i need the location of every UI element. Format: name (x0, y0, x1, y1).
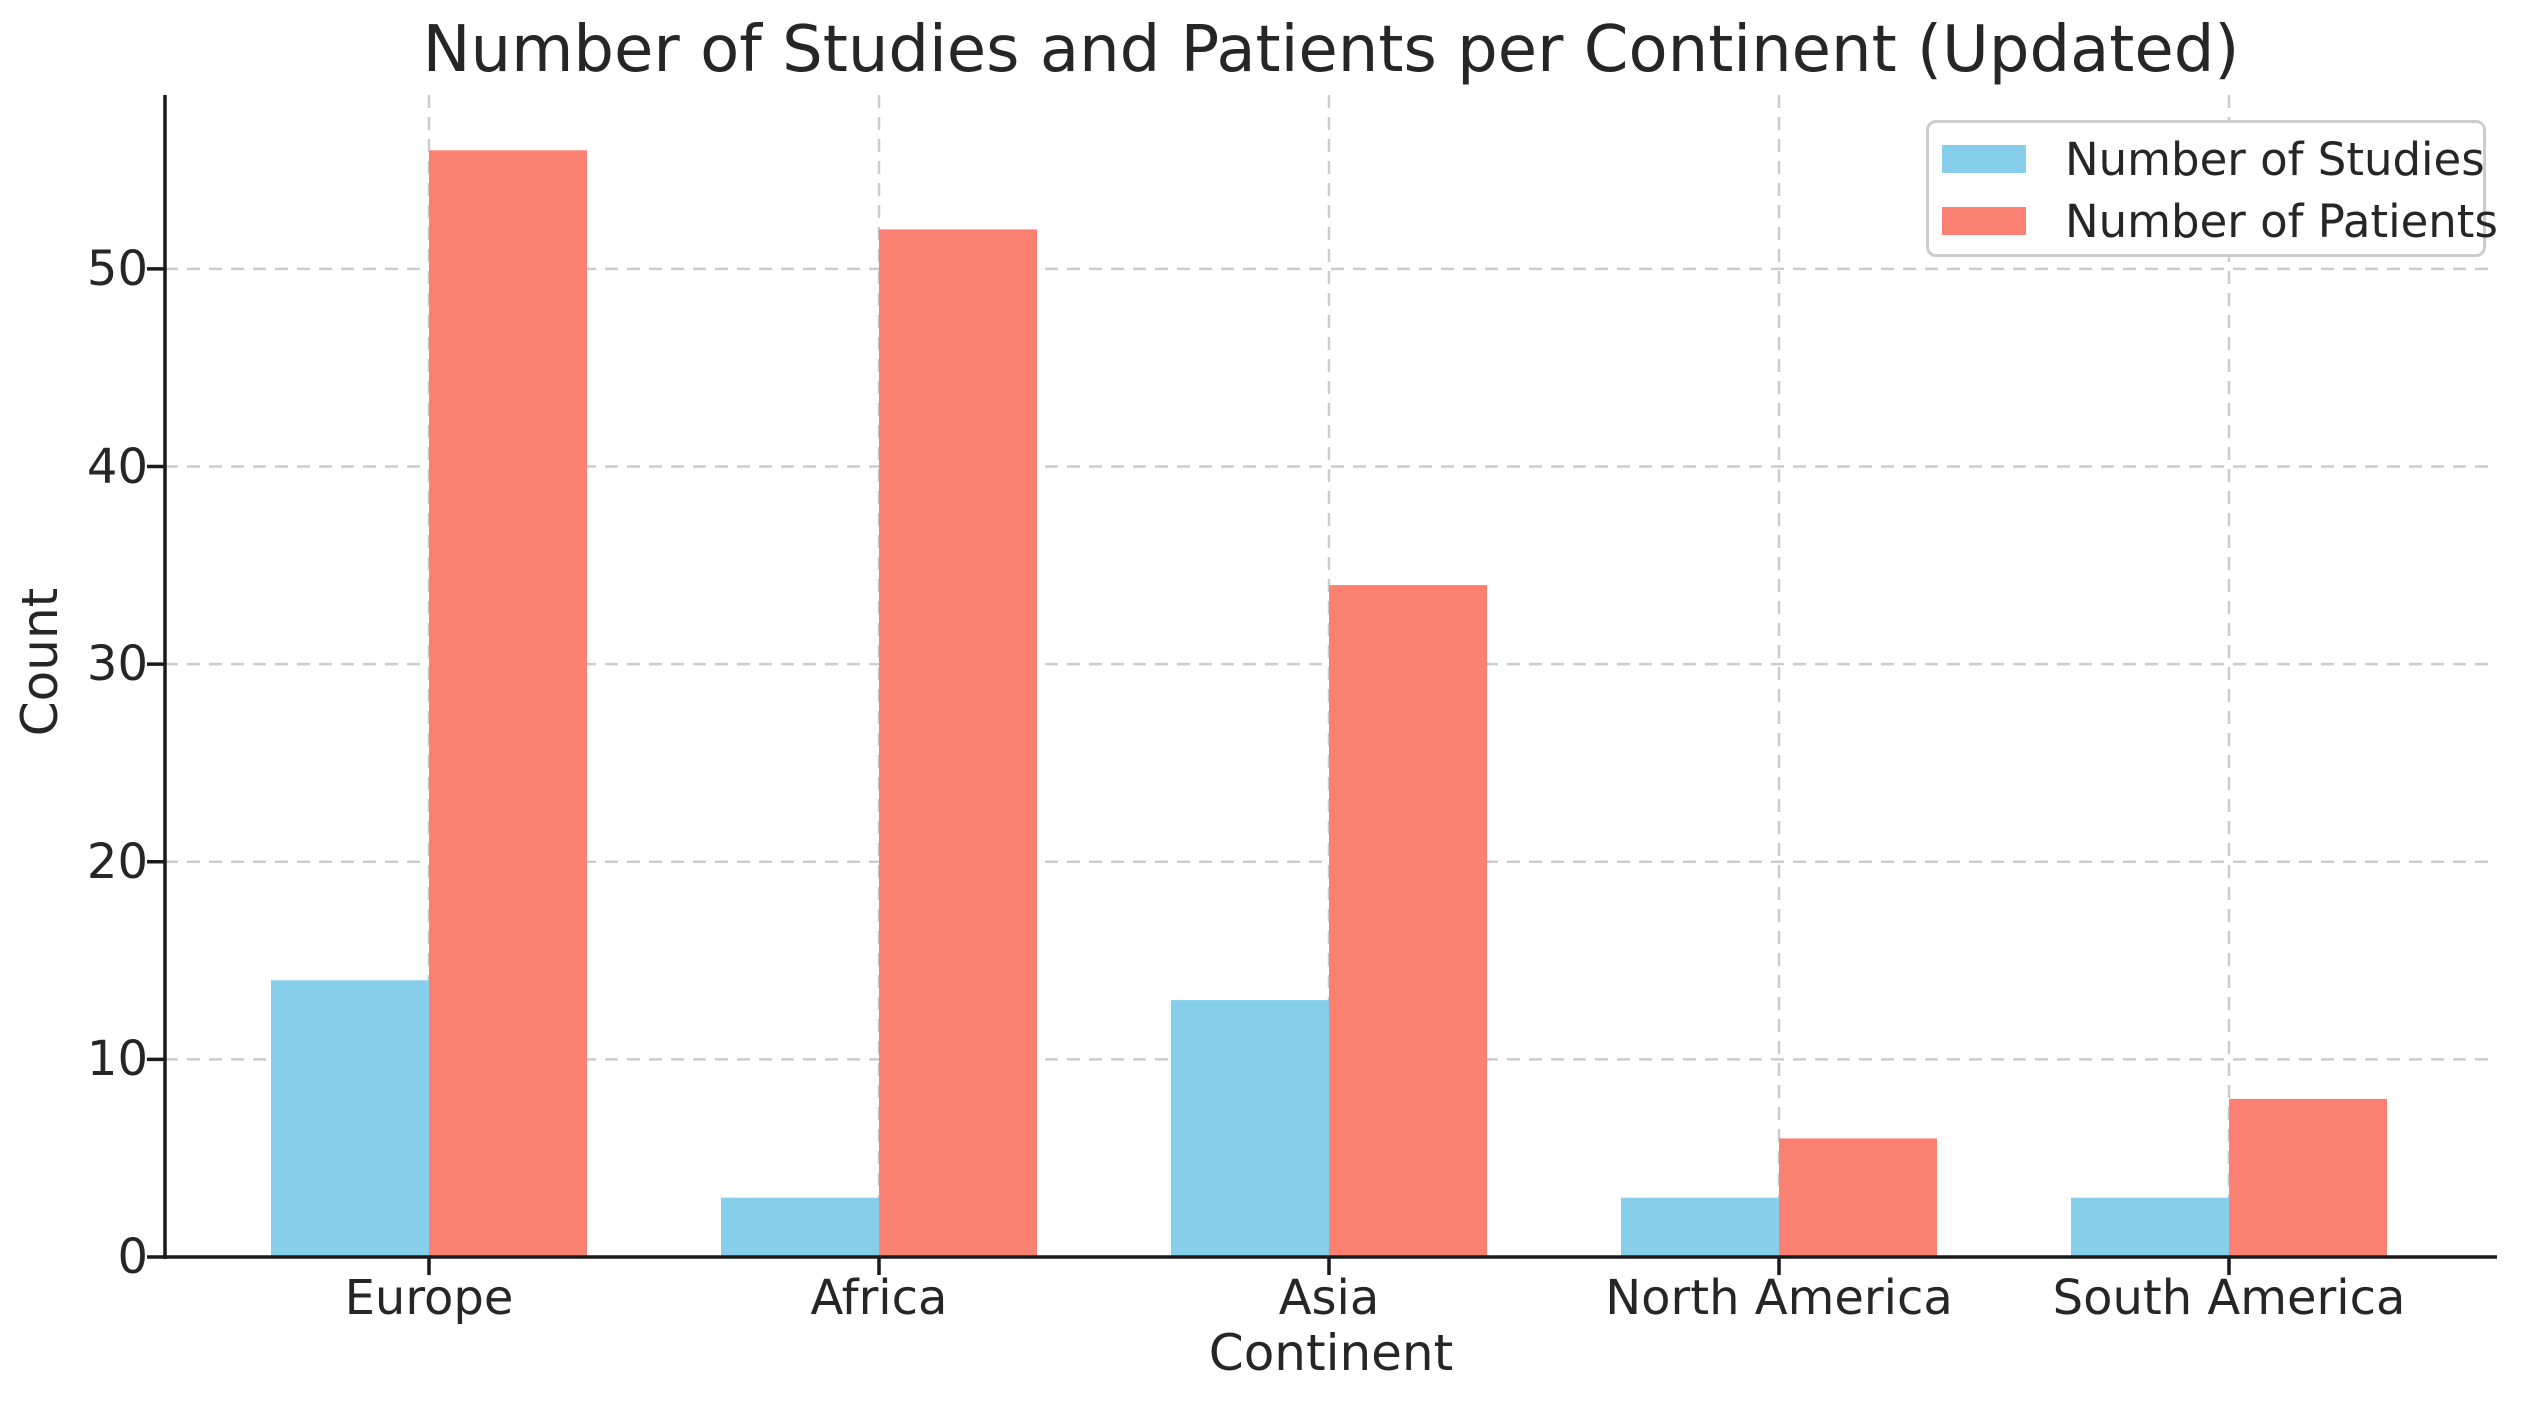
bar-number-of-patients-south-america (2229, 1098, 2387, 1257)
xtick-label-south-america: South America (2052, 1270, 2406, 1326)
bar-number-of-studies-north-america (1621, 1197, 1779, 1257)
x-axis-label: Continent (1208, 1324, 1454, 1382)
bar-number-of-patients-asia (1329, 585, 1487, 1257)
bar-number-of-patients-north-america (1779, 1138, 1937, 1257)
ytick-label-20: 20 (86, 833, 148, 890)
legend-swatch-studies (1942, 145, 2026, 173)
legend-label-patients: Number of Patients (2065, 194, 2498, 248)
bar-number-of-studies-europe (271, 980, 429, 1257)
legend-swatch-patients (1942, 207, 2026, 235)
legend: Number of Studies Number of Patients (1926, 120, 2498, 257)
bar-number-of-studies-asia (1171, 1000, 1329, 1257)
xtick-label-africa: Africa (810, 1270, 948, 1326)
legend-item-studies: Number of Studies (1942, 133, 2485, 186)
legend-label-studies: Number of Studies (2065, 132, 2485, 186)
legend-item-patients: Number of Patients (1942, 195, 2498, 248)
bar-number-of-studies-south-america (2071, 1197, 2229, 1257)
xtick-label-europe: Europe (344, 1270, 514, 1326)
xtick-label-north-america: North America (1605, 1270, 1953, 1326)
chart-title: Number of Studies and Patients per Conti… (422, 13, 2240, 87)
ytick-label-30: 30 (86, 636, 148, 693)
ytick-label-40: 40 (86, 438, 148, 495)
xtick-label-asia: Asia (1278, 1270, 1380, 1326)
bar-number-of-studies-africa (721, 1197, 879, 1257)
ytick-label-10: 10 (86, 1031, 148, 1088)
bar-number-of-patients-europe (429, 150, 587, 1257)
bar-number-of-patients-africa (879, 229, 1037, 1257)
ytick-label-0: 0 (117, 1229, 148, 1285)
ytick-label-50: 50 (86, 240, 148, 297)
